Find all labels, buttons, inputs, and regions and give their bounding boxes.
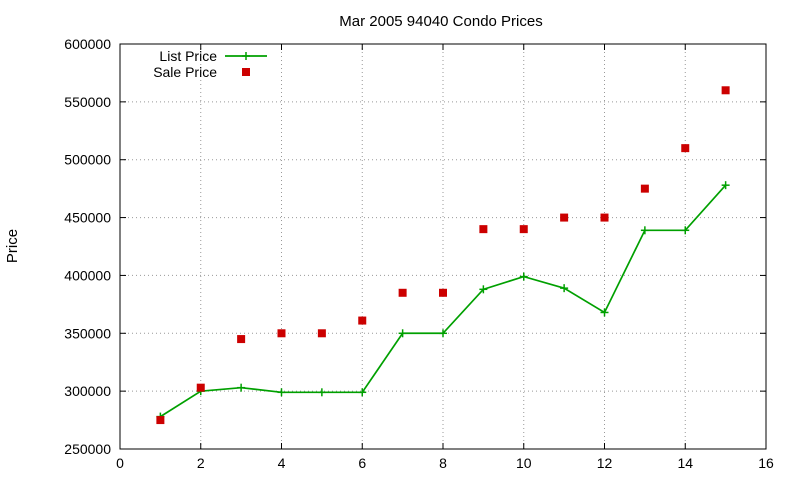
y-tick-label: 550000 xyxy=(64,94,111,110)
data-point-sale-price xyxy=(681,144,690,153)
x-tick-label: 14 xyxy=(677,455,693,471)
y-tick-label: 400000 xyxy=(64,267,111,283)
data-point-list-price xyxy=(439,329,447,338)
data-point-list-price xyxy=(398,329,407,338)
data-point-list-price xyxy=(600,308,609,317)
data-point-sale-price xyxy=(277,329,286,338)
legend-label: Sale Price xyxy=(153,64,217,80)
x-tick-label: 6 xyxy=(358,455,366,471)
data-point-list-price xyxy=(721,181,730,190)
data-point-sale-price xyxy=(156,416,165,425)
data-point-list-price xyxy=(519,272,528,281)
legend-marker xyxy=(242,68,250,76)
data-point-sale-price xyxy=(317,329,326,338)
data-point-list-price xyxy=(681,226,690,235)
data-point-sale-price xyxy=(519,225,528,234)
x-tick-label: 0 xyxy=(116,455,124,471)
data-point-list-price xyxy=(560,284,569,293)
data-point-sale-price xyxy=(721,86,730,95)
data-point-list-price xyxy=(479,285,488,294)
data-point-list-price xyxy=(237,383,246,392)
y-tick-label: 600000 xyxy=(64,36,111,52)
x-tick-label: 8 xyxy=(439,455,447,471)
data-point-list-price xyxy=(358,388,367,397)
data-point-sale-price xyxy=(560,213,569,222)
data-point-sale-price xyxy=(237,335,246,344)
data-point-sale-price xyxy=(398,288,407,297)
data-point-list-price xyxy=(640,226,649,235)
data-point-sale-price xyxy=(640,184,649,193)
data-point-sale-price xyxy=(600,213,609,222)
y-tick-label: 250000 xyxy=(64,441,111,457)
legend-label: List Price xyxy=(159,48,217,64)
y-tick-label: 300000 xyxy=(64,383,111,399)
y-tick-label: 500000 xyxy=(64,152,111,168)
x-tick-label: 4 xyxy=(278,455,286,471)
series-layer xyxy=(156,86,730,425)
axis-ticks: 0 2 4 6 8 10 12 14 16 250000 300000 350000 400000 450… xyxy=(64,36,774,471)
y-tick-label: 450000 xyxy=(64,210,111,226)
x-tick-label: 2 xyxy=(197,455,205,471)
data-point-sale-price xyxy=(479,225,488,234)
chart-title: Mar 2005 94040 Condo Prices xyxy=(339,13,542,30)
x-tick-label: 10 xyxy=(516,455,532,471)
data-point-list-price xyxy=(317,388,326,397)
grid-lines xyxy=(120,44,766,449)
y-axis-label: Price xyxy=(4,229,21,263)
data-point-sale-price xyxy=(358,316,367,325)
data-point-sale-price xyxy=(196,383,205,392)
y-tick-label: 350000 xyxy=(64,325,111,341)
x-tick-label: 12 xyxy=(597,455,613,471)
x-tick-label: 16 xyxy=(758,455,774,471)
data-point-sale-price xyxy=(439,288,447,297)
data-point-list-price xyxy=(277,388,286,397)
legend-marker xyxy=(242,52,250,60)
